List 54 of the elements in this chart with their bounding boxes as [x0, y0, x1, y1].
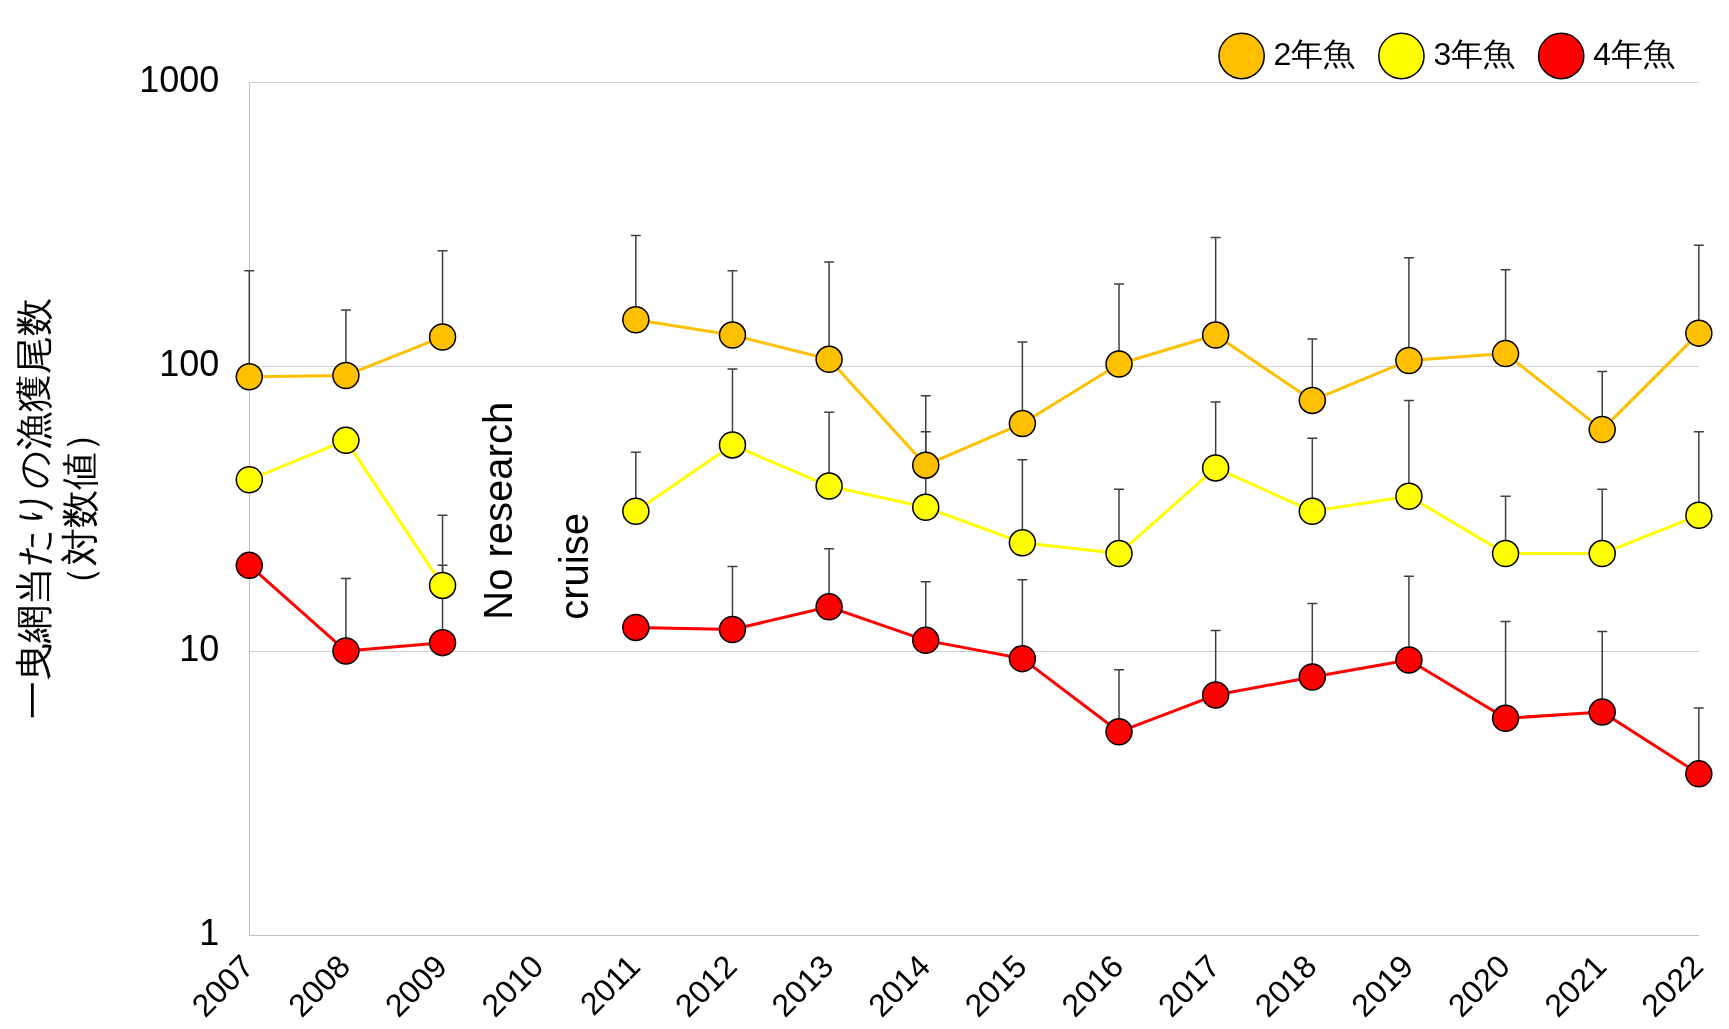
point: [235, 465, 264, 494]
point: [622, 305, 650, 334]
point: [332, 426, 360, 455]
point: [1685, 319, 1713, 347]
point: [1395, 346, 1423, 375]
point: [1588, 415, 1616, 444]
legend-label: 3年魚: [1433, 35, 1516, 72]
point: [718, 321, 747, 349]
point: [815, 472, 843, 500]
point: [332, 361, 360, 390]
point: [1491, 539, 1520, 568]
y-tick-label: 10: [179, 627, 220, 669]
point: [1008, 529, 1037, 557]
point: [1105, 539, 1133, 568]
y-axis-title: 一曳網当たりの漁獲尾数（対数値）: [13, 298, 101, 720]
point: [1491, 339, 1520, 368]
point: [1685, 501, 1713, 530]
point: [1298, 386, 1327, 415]
point: [622, 497, 650, 525]
point: [1298, 497, 1327, 525]
point: [1201, 454, 1230, 482]
point: [718, 615, 747, 644]
point: [622, 613, 650, 642]
point: [1008, 409, 1037, 438]
point: [1395, 482, 1423, 510]
annotation: No research cruise: [476, 401, 597, 620]
point: [912, 493, 940, 522]
point: [1395, 646, 1423, 674]
legend-label: 2年魚: [1273, 35, 1356, 72]
point: [718, 431, 747, 459]
point: [1201, 321, 1230, 349]
point: [912, 451, 940, 479]
point: [1008, 644, 1037, 673]
point: [1201, 681, 1230, 709]
point: [428, 628, 457, 657]
point: [815, 593, 843, 621]
point: [1588, 539, 1616, 568]
point: [1105, 350, 1133, 378]
point: [428, 571, 457, 600]
y-tick-label: 100: [159, 343, 220, 385]
point: [1588, 698, 1616, 726]
y-tick-label: 1: [199, 912, 220, 954]
point: [912, 626, 940, 655]
point: [1105, 718, 1133, 746]
point: [1298, 663, 1327, 691]
point: [815, 345, 843, 374]
point: [235, 551, 264, 580]
point: [1491, 704, 1520, 733]
y-tick-label: 1000: [139, 58, 220, 100]
point: [235, 363, 264, 391]
point: [332, 637, 360, 665]
point: [428, 323, 457, 351]
point: [1685, 760, 1713, 788]
legend-label: 4年魚: [1593, 35, 1675, 72]
